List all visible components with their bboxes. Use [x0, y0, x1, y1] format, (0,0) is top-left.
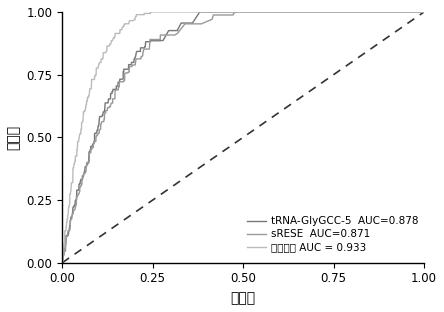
- tRNA-GlyGCC-5  AUC=0.878: [111, 87, 116, 91]
- X-axis label: 特异性: 特异性: [230, 291, 256, 305]
- 两个联合 AUC = 0.933: [91, 78, 96, 81]
- Line: 两个联合 AUC = 0.933: 两个联合 AUC = 0.933: [62, 12, 424, 263]
- 两个联合 AUC = 0.933: [421, 10, 427, 14]
- tRNA-GlyGCC-5  AUC=0.878: [92, 139, 97, 143]
- Line: tRNA-GlyGCC-5  AUC=0.878: tRNA-GlyGCC-5 AUC=0.878: [62, 12, 424, 263]
- sRESE  AUC=0.871: [421, 10, 427, 14]
- 两个联合 AUC = 0.933: [112, 35, 118, 39]
- 两个联合 AUC = 0.933: [297, 10, 302, 14]
- 两个联合 AUC = 0.933: [411, 10, 416, 14]
- sRESE  AUC=0.871: [59, 261, 65, 265]
- sRESE  AUC=0.871: [95, 132, 101, 135]
- tRNA-GlyGCC-5  AUC=0.878: [143, 40, 149, 44]
- tRNA-GlyGCC-5  AUC=0.878: [332, 10, 337, 14]
- Y-axis label: 敏感性: 敏感性: [7, 125, 21, 150]
- 两个联合 AUC = 0.933: [148, 10, 153, 14]
- sRESE  AUC=0.871: [234, 10, 239, 14]
- 两个联合 AUC = 0.933: [59, 261, 65, 265]
- tRNA-GlyGCC-5  AUC=0.878: [150, 39, 155, 43]
- sRESE  AUC=0.871: [117, 80, 122, 84]
- tRNA-GlyGCC-5  AUC=0.878: [226, 10, 231, 14]
- sRESE  AUC=0.871: [412, 10, 417, 14]
- sRESE  AUC=0.871: [150, 38, 155, 41]
- Line: sRESE  AUC=0.871: sRESE AUC=0.871: [62, 12, 424, 263]
- sRESE  AUC=0.871: [146, 47, 151, 51]
- sRESE  AUC=0.871: [321, 10, 326, 14]
- Legend: tRNA-GlyGCC-5  AUC=0.878, sRESE  AUC=0.871, 两个联合 AUC = 0.933: tRNA-GlyGCC-5 AUC=0.878, sRESE AUC=0.871…: [247, 216, 419, 252]
- 两个联合 AUC = 0.933: [147, 12, 153, 15]
- tRNA-GlyGCC-5  AUC=0.878: [421, 10, 427, 14]
- tRNA-GlyGCC-5  AUC=0.878: [404, 10, 410, 14]
- 两个联合 AUC = 0.933: [151, 10, 156, 14]
- tRNA-GlyGCC-5  AUC=0.878: [59, 261, 65, 265]
